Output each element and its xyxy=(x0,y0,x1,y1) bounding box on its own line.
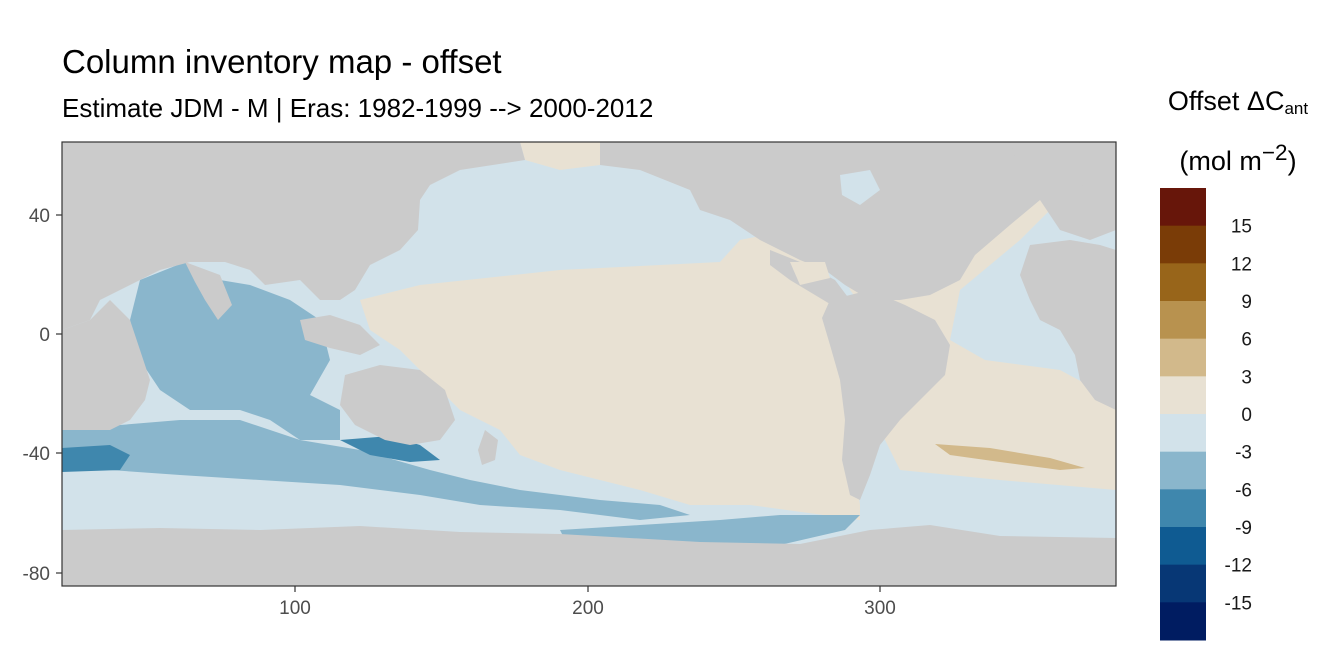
x-axis xyxy=(294,586,881,592)
region-pacific-tropical xyxy=(360,230,880,520)
region-indian-deep xyxy=(62,445,130,472)
region-south-atlantic-patch xyxy=(935,444,1085,470)
legend-bin xyxy=(1160,564,1206,603)
legend-tick-label: 9 xyxy=(1241,292,1252,313)
land-eurasia xyxy=(62,142,525,330)
legend-bin xyxy=(1160,527,1206,566)
map-subtitle: Estimate JDM - M | Eras: 1982-1999 --> 2… xyxy=(62,93,654,123)
land-north-america xyxy=(600,142,1116,300)
legend-tick-label: -6 xyxy=(1235,480,1252,501)
legend-bin xyxy=(1160,225,1206,264)
legend-tick-label: 15 xyxy=(1231,217,1252,238)
legend-bin xyxy=(1160,602,1206,641)
legend-tick-label: 6 xyxy=(1241,330,1252,351)
x-tick-label: 200 xyxy=(572,598,604,619)
legend-tick-label: 3 xyxy=(1241,367,1252,388)
y-tick-label: -80 xyxy=(23,564,50,585)
legend-bin xyxy=(1160,338,1206,377)
land-masses xyxy=(62,142,1116,586)
region-gulf-mexico xyxy=(790,262,830,285)
legend-bin xyxy=(1160,376,1206,415)
y-axis xyxy=(56,214,62,574)
map-panel xyxy=(62,142,1116,586)
y-tick-label: -40 xyxy=(23,444,50,465)
panel-border xyxy=(61,141,1117,587)
region-bering xyxy=(520,142,600,170)
legend-labels: 15 12 9 6 3 0 -3 -6 -9 -12 -15 xyxy=(1225,217,1252,615)
legend-bin xyxy=(1160,301,1206,340)
legend-tick-label: -12 xyxy=(1225,556,1252,577)
legend-bin xyxy=(1160,188,1206,227)
legend-tick-label: 0 xyxy=(1241,405,1252,426)
land-australia xyxy=(340,365,455,445)
legend-bin xyxy=(1160,489,1206,528)
legend-title: Offset ΔCant xyxy=(1167,86,1309,118)
region-southern-band xyxy=(62,420,690,520)
y-tick-label: 0 xyxy=(39,325,50,346)
land-sea-islands xyxy=(300,315,380,355)
legend-colorbar xyxy=(1160,188,1206,641)
legend-tick-label: -3 xyxy=(1235,443,1252,464)
land-africa-east xyxy=(1020,240,1116,410)
legend-tick-label: -15 xyxy=(1225,593,1252,614)
map-title: Column inventory map - offset xyxy=(62,43,502,80)
land-europe xyxy=(1078,142,1116,210)
y-tick-label: 40 xyxy=(29,206,50,227)
legend-tick-label: 12 xyxy=(1231,254,1252,275)
land-south-america xyxy=(822,290,950,500)
legend-tick-label: -9 xyxy=(1235,518,1252,539)
x-tick-label: 300 xyxy=(864,598,896,619)
legend-bin xyxy=(1160,414,1206,453)
legend-bin xyxy=(1160,451,1206,490)
region-hudson-bay xyxy=(840,170,880,205)
region-south-australia xyxy=(340,436,440,462)
legend-bin xyxy=(1160,263,1206,302)
land-antarctica xyxy=(62,525,1116,586)
legend-unit: (mol m−2) xyxy=(1179,140,1297,176)
land-africa xyxy=(62,300,150,430)
land-india xyxy=(185,262,232,320)
region-indian-ocean xyxy=(130,262,340,440)
land-new-zealand xyxy=(478,430,498,465)
x-tick-label: 100 xyxy=(279,598,311,619)
